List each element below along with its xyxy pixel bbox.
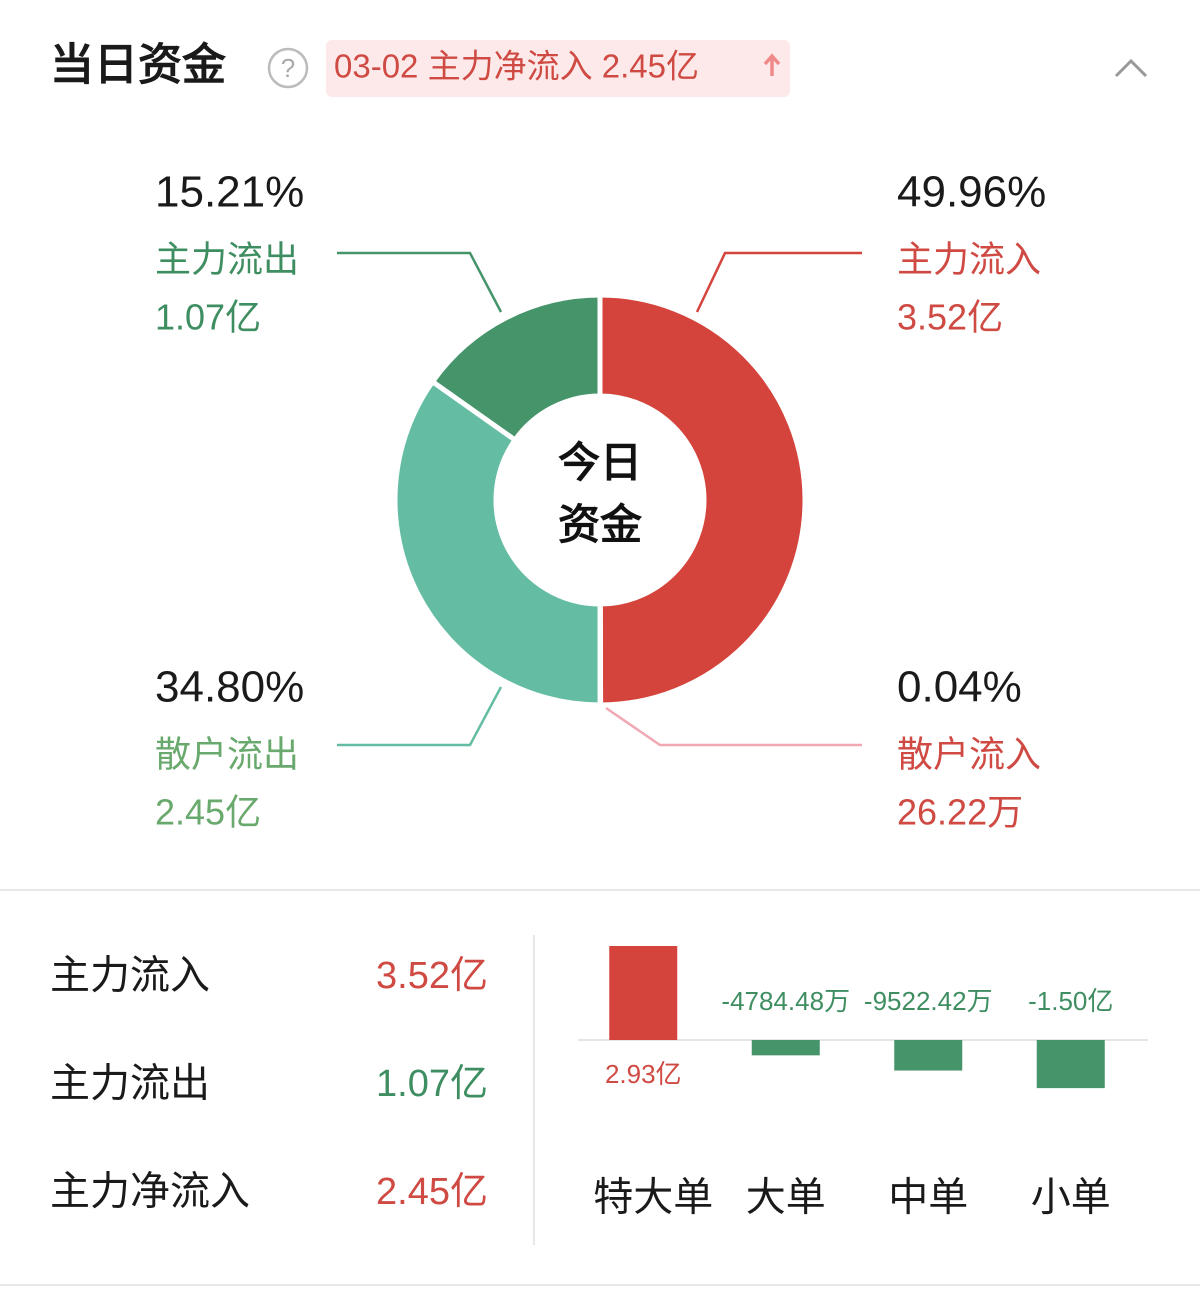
summary-value: 3.52亿 <box>376 955 488 997</box>
leader-line <box>337 251 503 313</box>
donut-center-text: 今日 <box>558 439 642 486</box>
slice-label: 散户流出 <box>155 734 299 775</box>
help-icon[interactable]: ? <box>267 47 309 89</box>
bar-value-label: 2.93亿 <box>605 1059 682 1089</box>
badge-bg <box>326 40 790 97</box>
slice-amount: 2.45亿 <box>155 792 261 833</box>
donut-slice <box>597 292 808 708</box>
summary-value: 2.45亿 <box>376 1171 488 1213</box>
summary-value: 1.07亿 <box>376 1063 488 1105</box>
slice-amount: 26.22万 <box>897 792 1023 833</box>
bar-value-label: -9522.42万 <box>864 986 993 1016</box>
bar-value-label: -4784.48万 <box>721 986 850 1016</box>
leader-line <box>605 706 862 747</box>
slice-amount: 1.07亿 <box>155 297 261 338</box>
bar <box>894 1040 963 1071</box>
leader-line <box>337 686 503 747</box>
slice-label: 散户流入 <box>897 734 1041 775</box>
slice-amount: 3.52亿 <box>897 297 1003 338</box>
bar-category-label: 特大单 <box>593 1176 713 1220</box>
up-arrow <box>763 53 781 76</box>
slice-percent: 0.04% <box>897 663 1022 712</box>
slice-percent: 34.80% <box>155 663 304 712</box>
slice-label: 主力流入 <box>897 239 1041 280</box>
section-title: 当日资金 <box>50 41 227 90</box>
summary-label: 主力流出 <box>50 1062 210 1106</box>
slice-percent: 15.21% <box>155 168 304 217</box>
summary-label: 主力流入 <box>50 954 210 998</box>
help-mark: ? <box>281 53 295 83</box>
donut-center-text: 资金 <box>558 501 643 548</box>
bar <box>1036 1040 1105 1089</box>
leader-line <box>695 251 862 313</box>
summary-label: 主力净流入 <box>50 1170 250 1214</box>
donut-slice <box>429 292 603 444</box>
bar-value-label: -1.50亿 <box>1028 986 1113 1016</box>
slice-percent: 49.96% <box>897 168 1046 217</box>
collapse-chevron[interactable] <box>1114 58 1148 78</box>
bar <box>609 946 678 1040</box>
bar <box>751 1040 820 1056</box>
badge-text: 03-02 主力净流入 2.45亿 <box>334 48 699 85</box>
slice-label: 主力流出 <box>155 239 299 280</box>
help-circle <box>267 47 309 89</box>
bar-category-label: 大单 <box>746 1176 826 1220</box>
bar-category-label: 小单 <box>1031 1176 1111 1220</box>
donut-slice <box>392 378 603 708</box>
bar-category-label: 中单 <box>888 1176 968 1220</box>
